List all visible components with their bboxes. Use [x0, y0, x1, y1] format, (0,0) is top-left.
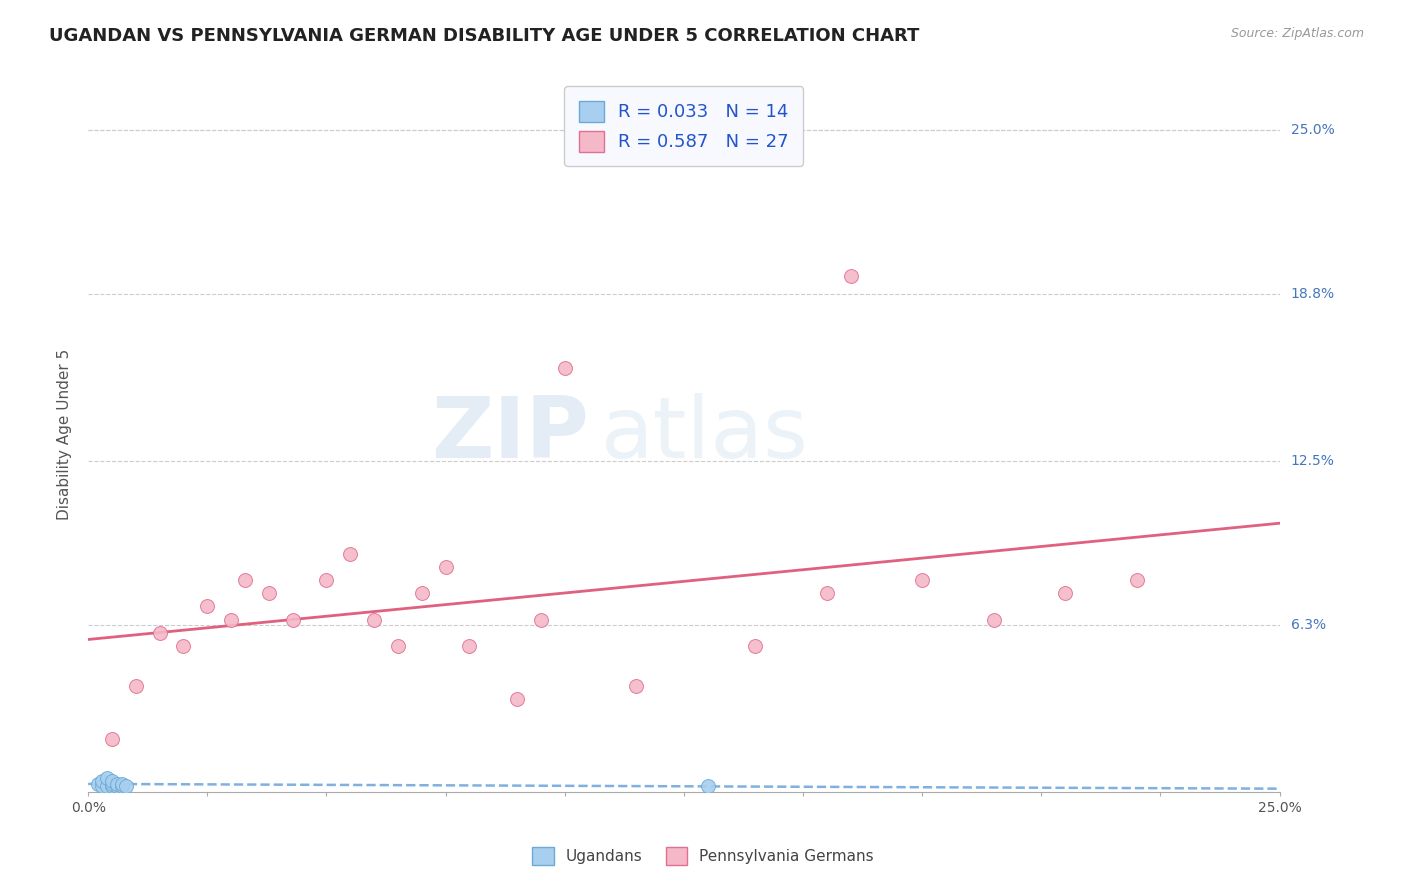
Point: [219, 613, 242, 627]
Point: [1125, 573, 1147, 587]
Point: [696, 779, 718, 793]
Point: [105, 776, 128, 790]
Point: [91, 779, 114, 793]
Point: [195, 599, 218, 614]
Point: [257, 586, 280, 600]
Point: [1054, 586, 1077, 600]
Text: Source: ZipAtlas.com: Source: ZipAtlas.com: [1230, 27, 1364, 40]
Point: [101, 774, 124, 789]
Text: UGANDAN VS PENNSYLVANIA GERMAN DISABILITY AGE UNDER 5 CORRELATION CHART: UGANDAN VS PENNSYLVANIA GERMAN DISABILIT…: [49, 27, 920, 45]
Point: [105, 779, 128, 793]
Text: 6.3%: 6.3%: [1291, 618, 1326, 632]
Point: [125, 679, 148, 693]
Point: [315, 573, 337, 587]
Point: [101, 776, 124, 790]
Point: [101, 779, 124, 793]
Point: [506, 692, 529, 706]
Point: [110, 779, 132, 793]
Point: [554, 361, 576, 376]
Point: [110, 776, 132, 790]
Legend: Ugandans, Pennsylvania Germans: Ugandans, Pennsylvania Germans: [526, 841, 880, 871]
Y-axis label: Disability Age Under 5: Disability Age Under 5: [58, 349, 72, 520]
Point: [839, 268, 862, 283]
Point: [434, 559, 457, 574]
Point: [86, 776, 108, 790]
Point: [983, 613, 1005, 627]
Text: ZIP: ZIP: [430, 393, 589, 476]
Point: [411, 586, 433, 600]
Text: 18.8%: 18.8%: [1291, 287, 1334, 301]
Point: [149, 625, 172, 640]
Point: [96, 779, 118, 793]
Point: [235, 573, 257, 587]
Point: [363, 613, 385, 627]
Point: [172, 639, 194, 653]
Point: [115, 779, 138, 793]
Point: [96, 772, 118, 786]
Point: [101, 731, 124, 746]
Point: [624, 679, 647, 693]
Point: [744, 639, 766, 653]
Point: [815, 586, 838, 600]
Legend: R = 0.033   N = 14, R = 0.587   N = 27: R = 0.033 N = 14, R = 0.587 N = 27: [564, 87, 803, 166]
Point: [458, 639, 481, 653]
Text: 25.0%: 25.0%: [1291, 123, 1334, 137]
Point: [281, 613, 304, 627]
Point: [91, 774, 114, 789]
Text: atlas: atlas: [600, 393, 808, 476]
Point: [339, 547, 361, 561]
Point: [387, 639, 409, 653]
Text: 12.5%: 12.5%: [1291, 454, 1334, 468]
Point: [911, 573, 934, 587]
Point: [530, 613, 553, 627]
